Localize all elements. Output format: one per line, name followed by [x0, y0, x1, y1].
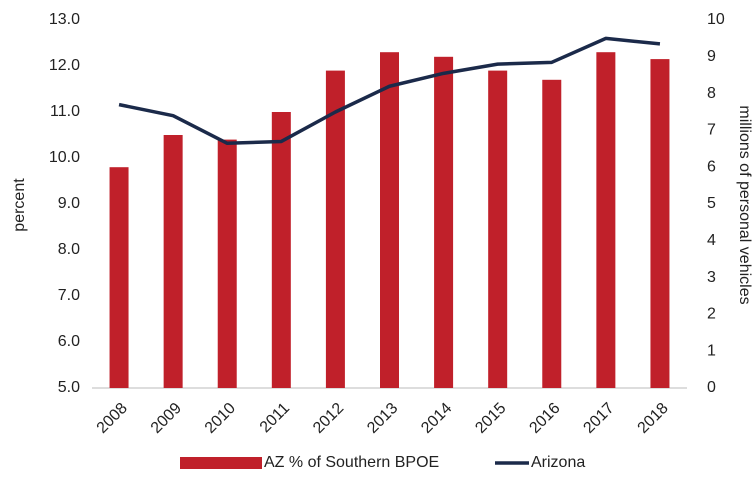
x-tick-label: 2008 — [94, 400, 131, 437]
bar — [434, 56, 454, 389]
bar — [488, 70, 508, 388]
legend-swatch — [180, 457, 262, 469]
y2-tick-label: 6 — [707, 158, 716, 175]
bar — [271, 112, 291, 388]
bar — [380, 52, 399, 388]
y2-axis-label: millions of personal vehicles — [736, 105, 753, 304]
legend-label: Arizona — [531, 454, 585, 471]
bar — [217, 139, 237, 388]
y-tick-label: 12.0 — [49, 57, 80, 74]
y2-tick-label: 4 — [707, 232, 716, 249]
legend-label: AZ % of Southern BPOE — [264, 454, 439, 471]
y-tick-label: 7.0 — [58, 287, 80, 304]
y-tick-label: 10.0 — [49, 149, 80, 166]
y-tick-label: 6.0 — [58, 333, 80, 350]
x-tick-label: 2010 — [202, 400, 239, 437]
y-tick-label: 5.0 — [58, 379, 80, 396]
y2-tick-label: 5 — [707, 195, 716, 212]
y-tick-label: 13.0 — [49, 11, 80, 28]
y-axis-label: percent — [11, 178, 28, 232]
y2-tick-label: 3 — [707, 269, 716, 286]
bar — [650, 59, 670, 388]
x-tick-label: 2011 — [257, 400, 293, 436]
y2-tick-label: 1 — [707, 342, 716, 359]
x-tick-label: 2016 — [526, 400, 563, 437]
x-tick-label: 2017 — [580, 400, 617, 437]
x-tick-label: 2013 — [364, 400, 401, 437]
y-tick-label: 11.0 — [50, 103, 80, 120]
bar — [163, 135, 183, 388]
x-tick-label: 2012 — [310, 400, 347, 437]
y2-tick-label: 10 — [707, 11, 725, 28]
y2-tick-label: 8 — [707, 85, 716, 102]
y2-tick-label: 7 — [707, 122, 716, 139]
x-tick-label: 2014 — [418, 400, 455, 437]
bar — [596, 52, 616, 388]
y2-tick-label: 9 — [707, 48, 716, 65]
line — [118, 36, 661, 146]
x-tick-label: 2015 — [472, 400, 509, 437]
y2-tick-label: 0 — [707, 379, 716, 396]
bar — [109, 167, 129, 388]
y-tick-label: 8.0 — [58, 241, 80, 258]
x-tick-label: 2009 — [148, 400, 185, 437]
y-tick-label: 9.0 — [58, 195, 80, 212]
bar — [542, 79, 562, 389]
x-tick-label: 2018 — [635, 400, 672, 437]
y2-tick-label: 2 — [707, 306, 716, 323]
bar — [325, 70, 345, 388]
